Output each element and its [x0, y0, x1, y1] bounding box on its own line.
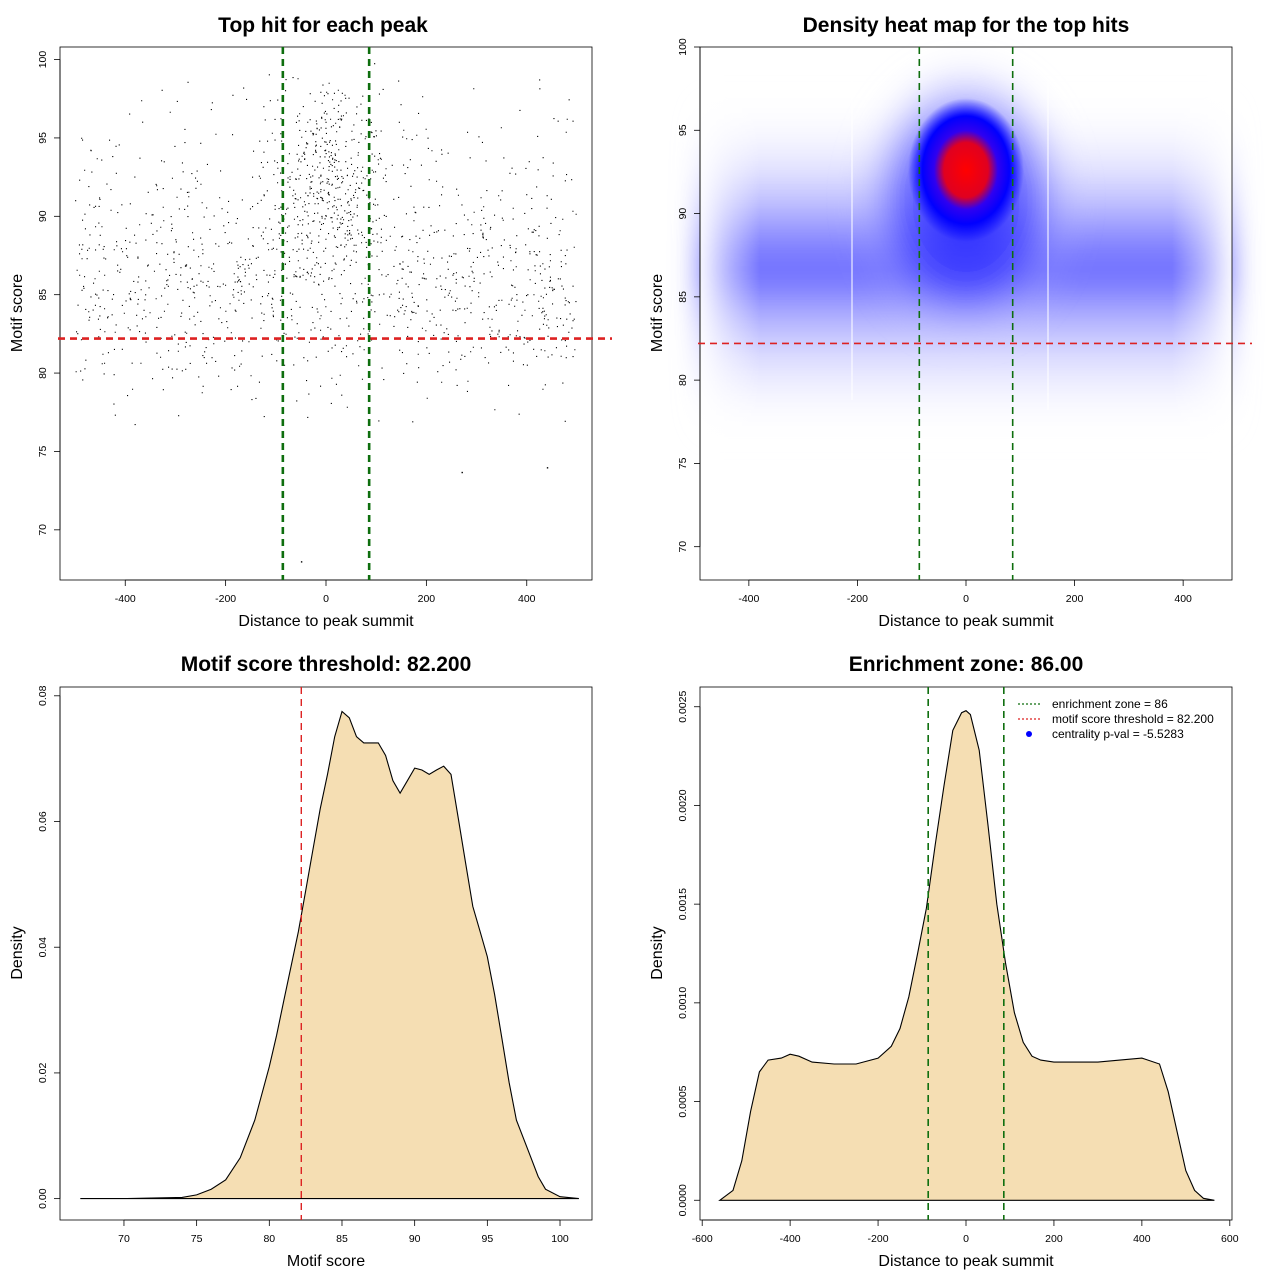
- distance-density-panel: Enrichment zone: 86.00 -600 -400 -200 0 200 4…: [649, 653, 1239, 1270]
- distance-density-x-tick-label: 600: [1221, 1233, 1239, 1245]
- score-density-y-tick-label: 0.00: [37, 1188, 49, 1209]
- scatter-x-tick-label: -200: [215, 593, 236, 605]
- scatter-x-label: Distance to peak summit: [238, 613, 414, 630]
- heatmap-density: [700, 47, 1232, 580]
- scatter-x-tick-label: 400: [518, 593, 536, 605]
- distance-density-title: Enrichment zone: 86.00: [849, 653, 1084, 676]
- scatter-title: Top hit for each peak: [218, 14, 428, 37]
- score-density-y-tick-label: 0.06: [37, 811, 49, 832]
- distance-density-y-tick-label: 0.0000: [677, 1184, 689, 1216]
- heatmap-y-tick-label: 90: [677, 208, 689, 220]
- distance-density-curve: [718, 710, 1215, 1201]
- scatter-x-axis: -400 -200 0 200 400: [115, 579, 536, 605]
- heatmap-y-tick-label: 75: [677, 457, 689, 469]
- distance-density-x-tick-label: 200: [1045, 1233, 1063, 1245]
- distance-density-x-axis: -600 -400 -200 0 200 400 600: [692, 1219, 1239, 1245]
- scatter-points: [75, 63, 577, 563]
- scatter-outlier-point: [300, 561, 303, 563]
- score-density-y-label: Density: [9, 926, 26, 979]
- heatmap-y-tick-label: 100: [677, 38, 689, 56]
- heatmap-x-tick-label: -400: [738, 593, 759, 605]
- scatter-plot-area: [59, 46, 593, 581]
- scatter-y-tick-label: 85: [37, 289, 49, 301]
- score-density-x-tick-label: 90: [409, 1233, 421, 1245]
- scatter-x-tick-label: 0: [323, 593, 329, 605]
- scatter-y-axis: 70 75 80 85 90 95 100: [37, 51, 61, 536]
- heatmap-fade-left: [700, 47, 760, 580]
- heatmap-x-tick-label: -200: [847, 593, 868, 605]
- heatmap-x-tick-label: 0: [963, 593, 969, 605]
- heatmap-panel: Density heat map for the top hits -400 -2…: [649, 14, 1252, 630]
- score-density-x-tick-label: 75: [191, 1233, 203, 1245]
- scatter-outlier-point: [546, 467, 549, 469]
- heatmap-y-tick-label: 80: [677, 374, 689, 386]
- score-density-x-tick-label: 80: [263, 1233, 275, 1245]
- heatmap-x-axis: -400 -200 0 200 400: [738, 579, 1192, 605]
- scatter-x-tick-label: -400: [115, 593, 136, 605]
- scatter-y-tick-label: 90: [37, 210, 49, 222]
- score-density-y-axis: 0.00 0.02 0.04 0.06 0.08: [37, 685, 61, 1209]
- distance-density-x-tick-label: 0: [963, 1233, 969, 1245]
- scatter-y-tick-label: 75: [37, 445, 49, 457]
- distance-density-y-tick-label: 0.0010: [677, 987, 689, 1019]
- distance-density-x-tick-label: -200: [868, 1233, 889, 1245]
- score-density-x-tick-label: 95: [482, 1233, 494, 1245]
- score-density-x-label: Motif score: [287, 1253, 365, 1270]
- score-density-panel: Motif score threshold: 82.200 70 75 80 85 90…: [9, 653, 593, 1270]
- legend-pval-label: centrality p-val = -5.5283: [1052, 727, 1184, 741]
- score-density-x-tick-label: 70: [118, 1233, 130, 1245]
- scatter-y-label: Motif score: [9, 274, 26, 352]
- legend-pval-swatch: [1026, 731, 1032, 737]
- heatmap-y-tick-label: 85: [677, 291, 689, 303]
- legend-enrichment-label: enrichment zone = 86: [1052, 697, 1168, 711]
- heatmap-fade-right: [1172, 47, 1232, 580]
- distance-density-x-tick-label: -600: [692, 1233, 713, 1245]
- scatter-y-tick-label: 70: [37, 524, 49, 536]
- scatter-outlier-point: [461, 471, 463, 474]
- scatter-x-tick-label: 200: [418, 593, 436, 605]
- heatmap-title: Density heat map for the top hits: [803, 14, 1130, 37]
- scatter-y-tick-label: 80: [37, 367, 49, 379]
- score-density-x-axis: 70 75 80 85 90 95 100: [118, 1219, 569, 1245]
- score-density-curve: [80, 710, 579, 1200]
- score-density-y-tick-label: 0.02: [37, 1063, 49, 1084]
- score-density-x-tick-label: 85: [336, 1233, 348, 1245]
- scatter-y-tick-label: 95: [37, 132, 49, 144]
- distance-density-y-tick-label: 0.0020: [677, 789, 689, 821]
- scatter-reference-lines: [58, 47, 612, 580]
- distance-density-y-label: Density: [649, 926, 666, 979]
- heatmap-y-label: Motif score: [649, 274, 666, 352]
- scatter-y-tick-label: 100: [37, 51, 49, 69]
- heatmap-x-label: Distance to peak summit: [878, 613, 1054, 630]
- heatmap-y-axis: 70 75 80 85 90 95 100: [677, 38, 701, 553]
- distance-density-y-tick-label: 0.0015: [677, 888, 689, 920]
- heatmap-hotspot: [908, 98, 1024, 242]
- score-density-x-tick-label: 100: [551, 1233, 569, 1245]
- distance-density-x-label: Distance to peak summit: [878, 1253, 1054, 1270]
- distance-density-x-tick-label: -400: [780, 1233, 801, 1245]
- heatmap-x-tick-label: 400: [1174, 593, 1192, 605]
- heatmap-x-tick-label: 200: [1066, 593, 1084, 605]
- distance-density-y-tick-label: 0.0025: [677, 691, 689, 723]
- distance-density-x-tick-label: 400: [1133, 1233, 1151, 1245]
- heatmap-y-tick-label: 95: [677, 124, 689, 136]
- heatmap-reference-lines: [698, 47, 1252, 580]
- score-density-title: Motif score threshold: 82.200: [181, 653, 472, 676]
- scatter-panel: Top hit for each peak -400 -200 0 200 400 70…: [9, 14, 612, 630]
- heatmap-y-tick-label: 70: [677, 541, 689, 553]
- distance-density-y-tick-label: 0.0005: [677, 1085, 689, 1117]
- distance-density-zone-lines: [927, 687, 1005, 1220]
- distance-density-y-axis: 0.0000 0.0005 0.0010 0.0015 0.0020 0.0025: [677, 691, 701, 1216]
- score-density-y-tick-label: 0.08: [37, 685, 49, 706]
- score-density-y-tick-label: 0.04: [37, 937, 49, 958]
- legend-threshold-label: motif score threshold = 82.200: [1052, 712, 1214, 726]
- distance-density-legend: enrichment zone = 86 motif score thresho…: [1018, 697, 1214, 741]
